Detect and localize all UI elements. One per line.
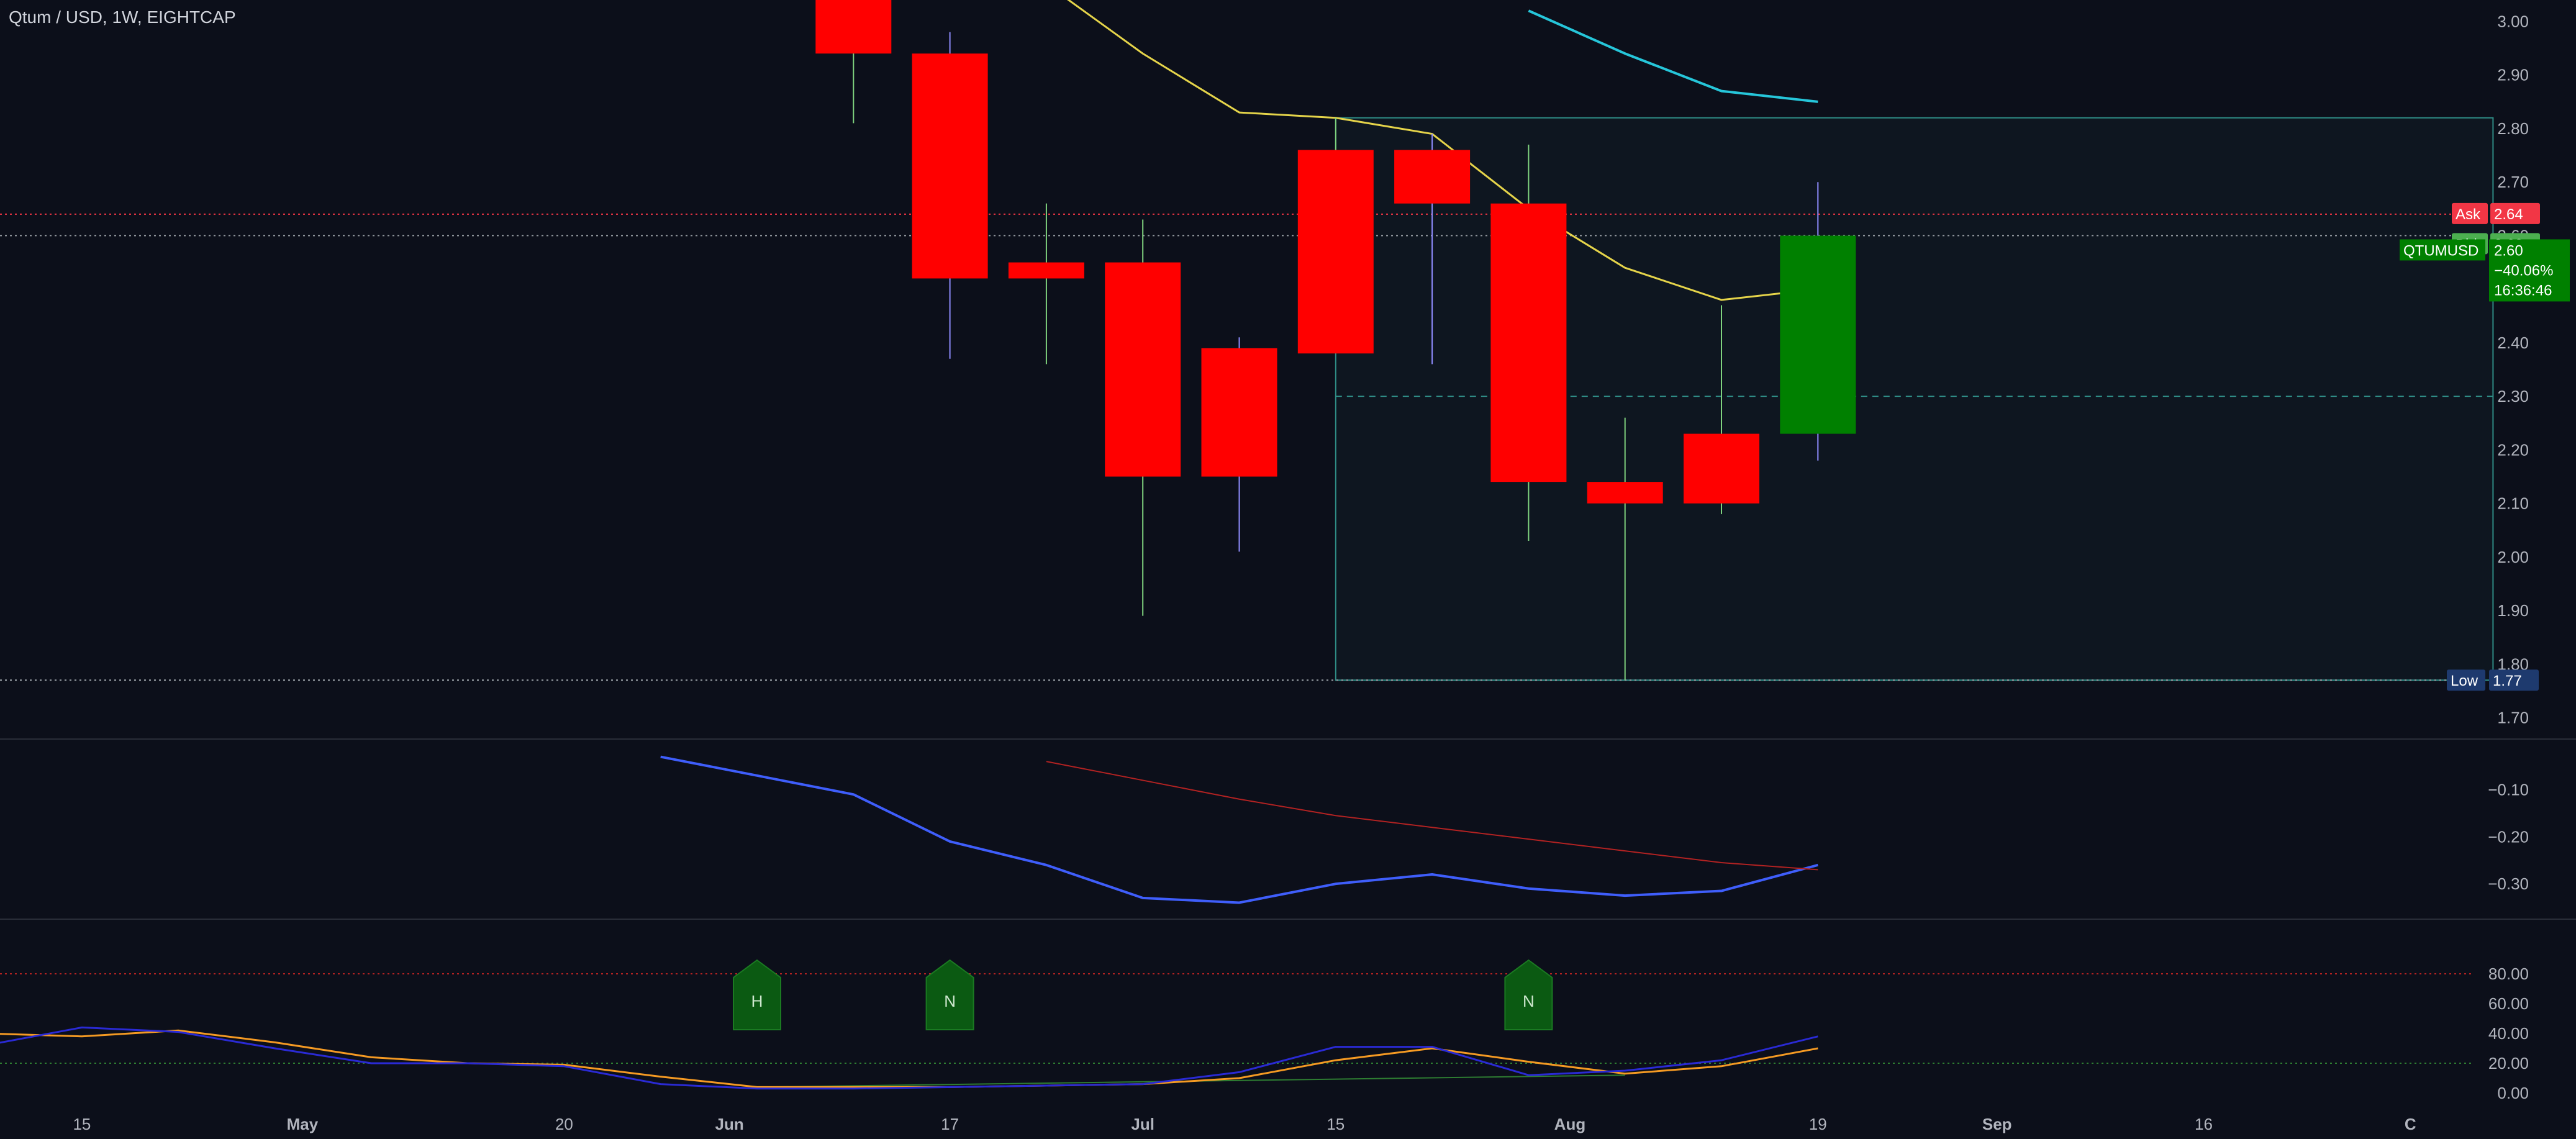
price-tick-label: 3.00 [2497, 12, 2529, 30]
stoch-tick-label: 40.00 [2488, 1024, 2529, 1043]
low-value: 1.77 [2493, 673, 2522, 689]
time-tick-label: Sep [1982, 1115, 2012, 1133]
last-price-block-bg [2489, 239, 2570, 302]
bear-candle [1587, 482, 1663, 504]
price-tick-label: 2.80 [2497, 119, 2529, 138]
pattern-marker-label: N [944, 992, 956, 1010]
macd-tick-label: −0.30 [2488, 874, 2529, 893]
time-tick-label: 16 [2195, 1115, 2213, 1133]
time-axis: 15 May 20 Jun 17 Jul 15 Aug 19 Sep 16 C [73, 1115, 2416, 1133]
macd-lines [660, 755, 1818, 904]
stoch-tick-label: 0.00 [2497, 1084, 2529, 1102]
macd-tick-label: −0.20 [2488, 827, 2529, 846]
bull-candle [1780, 235, 1856, 434]
time-tick-label: 20 [555, 1115, 573, 1133]
low-label-bg [2447, 669, 2485, 691]
pattern-marker-label: H [751, 992, 763, 1010]
low-label: Low [2451, 673, 2478, 689]
price-tick-label: 2.40 [2497, 334, 2529, 352]
stochastic-lines [0, 973, 2472, 1090]
low-value-bg [2489, 669, 2539, 691]
time-tick-label: 19 [1809, 1115, 1827, 1133]
bear-candle [1105, 262, 1181, 477]
macd-line [660, 755, 1818, 904]
chart-title: Qtum / USD, 1W, EIGHTCAP [9, 7, 236, 27]
signal-line [1046, 761, 1818, 871]
ask-value: 2.64 [2494, 206, 2523, 223]
bar-countdown: 16:36:46 [2494, 282, 2552, 299]
pattern-marker [1504, 959, 1553, 1030]
symbol-tag: QTUMUSD [2403, 242, 2478, 259]
bear-candle [815, 0, 892, 54]
stoch-k-line [0, 1026, 1818, 1090]
price-axis: 1.701.801.902.002.102.202.302.402.502.60… [2488, 12, 2529, 1102]
bear-candle [1684, 433, 1759, 504]
time-tick-label: 15 [1327, 1115, 1345, 1133]
time-tick-label: 17 [941, 1115, 959, 1133]
stoch-tick-label: 80.00 [2488, 964, 2529, 983]
last-price-value: 2.60 [2494, 242, 2523, 259]
price-tick-label: 2.90 [2497, 66, 2529, 84]
price-tick-label: 2.30 [2497, 387, 2529, 406]
bear-candle [1201, 348, 1277, 477]
time-tick-label: Jul [1131, 1115, 1154, 1133]
symbol-tag-bg [2400, 239, 2485, 261]
time-tick-label: Aug [1554, 1115, 1586, 1133]
bear-candle [1297, 150, 1374, 354]
price-tick-label: 2.00 [2497, 548, 2529, 566]
price-tick-label: 2.20 [2497, 440, 2529, 459]
ask-label-bg [2452, 202, 2488, 224]
price-tick-label: 1.70 [2497, 709, 2529, 727]
sma-slow-line [1528, 9, 1818, 103]
price-tick-label: 1.90 [2497, 601, 2529, 620]
time-tick-label: 15 [73, 1115, 91, 1133]
price-change-percent: −40.06% [2494, 262, 2553, 279]
time-tick-label: C [2405, 1115, 2416, 1133]
ask-label: Ask [2456, 206, 2481, 223]
stoch-tick-label: 20.00 [2488, 1054, 2529, 1073]
price-tags: Ask2.64Bid2.60QTUMUSD2.60−40.06%16:36:46… [2400, 202, 2570, 691]
candlesticks [815, 0, 1856, 681]
macd-tick-label: −0.10 [2488, 781, 2529, 799]
bear-candle [912, 53, 988, 279]
price-tick-label: 2.70 [2497, 173, 2529, 191]
pane-separators [0, 738, 2576, 920]
stoch-tick-label: 60.00 [2488, 994, 2529, 1013]
ask-value-bg [2490, 202, 2540, 224]
stoch-d-line [0, 1029, 1818, 1088]
pattern-marker-label: N [1523, 992, 1535, 1010]
bear-candle [1394, 150, 1471, 204]
bear-candle [1008, 262, 1084, 279]
time-tick-label: Jun [715, 1115, 744, 1133]
pattern-marker [925, 959, 974, 1030]
price-tick-label: 2.10 [2497, 494, 2529, 513]
time-tick-label: May [287, 1115, 319, 1133]
pattern-marker [733, 959, 781, 1030]
bear-candle [1490, 203, 1567, 483]
